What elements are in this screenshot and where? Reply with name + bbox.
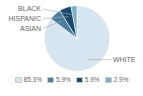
svg-text:ASIAN: ASIAN — [20, 25, 41, 32]
html-text:5.9%: 5.9% — [84, 76, 100, 83]
html-text:2.9%: 2.9% — [113, 76, 129, 83]
html-text:5.9%: 5.9% — [56, 76, 71, 83]
svg-text:WHITE: WHITE — [113, 56, 136, 63]
svg-text:BLACK: BLACK — [18, 5, 41, 12]
html-text:85.3%: 85.3% — [23, 76, 42, 83]
svg-text:HISPANIC: HISPANIC — [8, 15, 41, 22]
